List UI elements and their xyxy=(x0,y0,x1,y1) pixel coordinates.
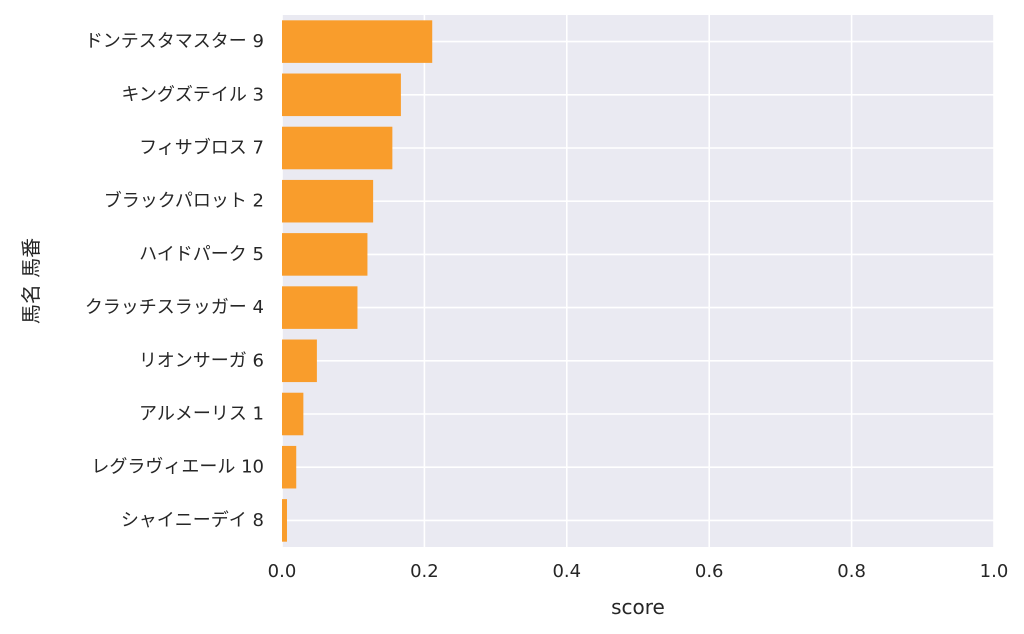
x-tick-label: 0.4 xyxy=(552,561,581,582)
y-tick-label: キングズテイル 3 xyxy=(121,84,264,105)
y-tick-label: ハイドパーク 5 xyxy=(139,244,264,265)
bar xyxy=(282,445,297,489)
bars xyxy=(282,20,433,542)
x-axis-title: score xyxy=(611,595,665,619)
bar xyxy=(282,126,393,170)
y-tick-label: アルメーリス 1 xyxy=(139,404,264,425)
y-tick-label: ドンテスタマスター 9 xyxy=(85,31,264,52)
x-tick-labels: 0.0 0.2 0.4 0.6 0.8 1.0 xyxy=(268,561,1009,582)
bar xyxy=(282,286,358,329)
x-tick-label: 0.6 xyxy=(695,561,724,582)
x-tick-label: 1.0 xyxy=(980,561,1009,582)
bar xyxy=(282,73,401,117)
bar xyxy=(282,179,374,223)
x-tick-label: 0.2 xyxy=(410,561,439,582)
y-tick-label: ブラックパロット 2 xyxy=(104,190,264,212)
bar xyxy=(282,499,287,542)
y-tick-label: レグラヴィエール 10 xyxy=(91,457,264,478)
bar xyxy=(282,20,433,63)
y-tick-label: フィサブロス 7 xyxy=(139,137,264,159)
x-tick-label: 0.8 xyxy=(837,561,866,582)
y-tick-label: シャイニーデイ 8 xyxy=(121,510,264,531)
bar xyxy=(282,233,368,276)
bar xyxy=(282,339,317,383)
y-tick-label: リオンサーガ 6 xyxy=(139,350,264,371)
y-axis-title: 馬名 馬番 xyxy=(19,238,43,324)
y-tick-labels: ドンテスタマスター 9 キングズテイル 3 フィサブロス 7 ブラックパロット 2 ハイ… xyxy=(85,31,264,531)
y-tick-label: クラッチスラッガー 4 xyxy=(85,297,264,318)
bar xyxy=(282,392,304,436)
x-tick-label: 0.0 xyxy=(268,561,297,582)
